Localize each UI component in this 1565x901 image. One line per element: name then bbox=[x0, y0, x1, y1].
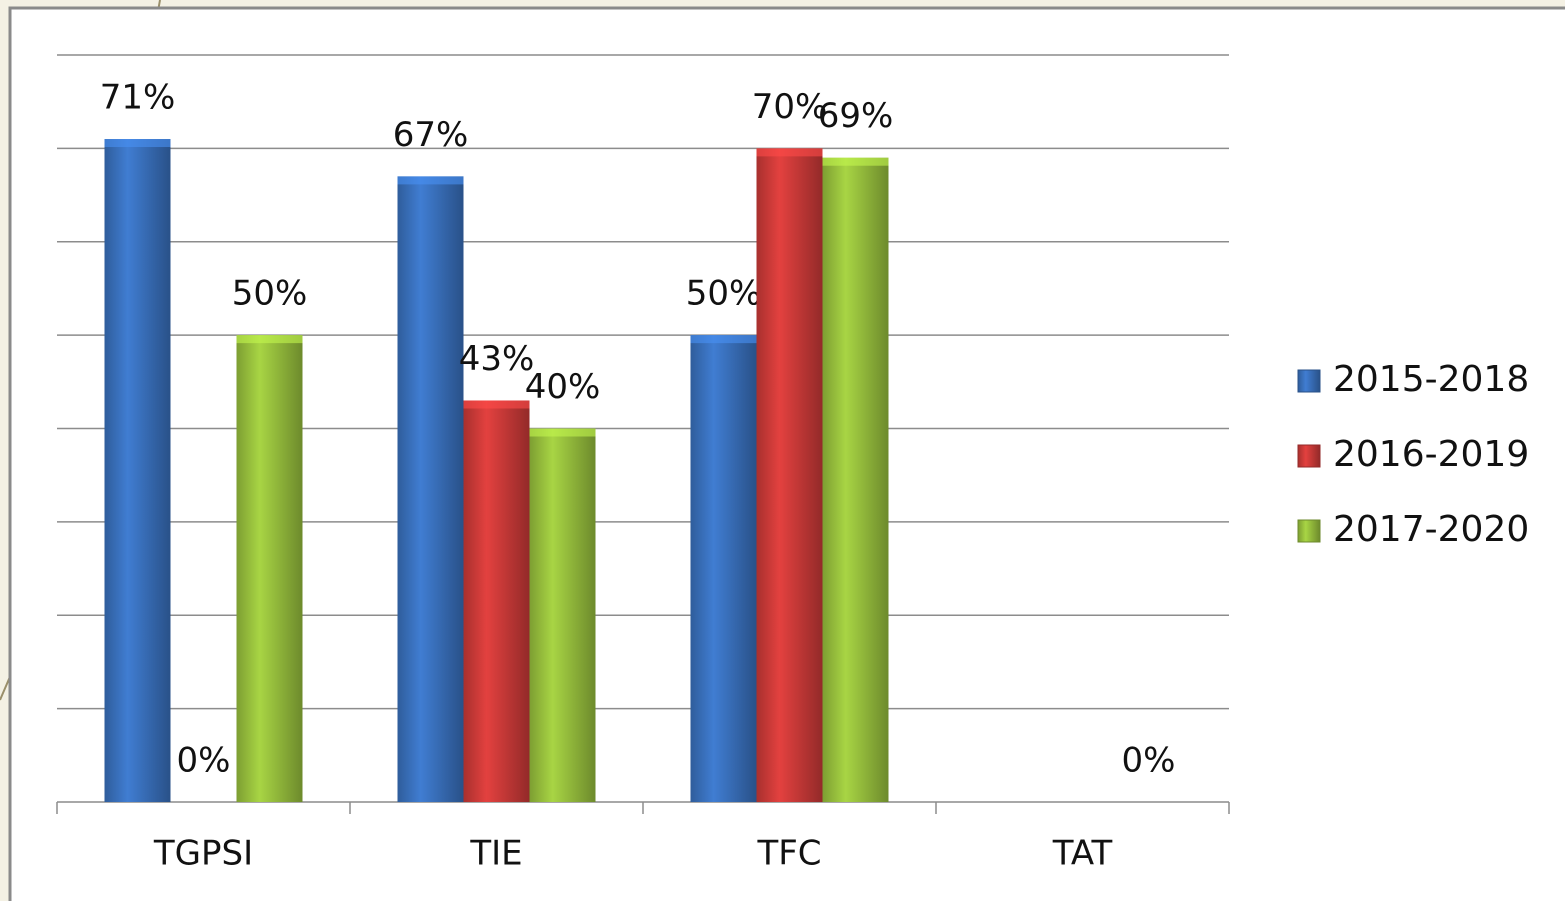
bar-cap bbox=[822, 157, 889, 166]
bar bbox=[529, 428, 596, 802]
x-tick-label: TIE bbox=[469, 834, 522, 874]
bar bbox=[104, 139, 171, 803]
bar bbox=[822, 157, 889, 802]
legend-label: 2016-2019 bbox=[1333, 434, 1529, 475]
x-tick-label: TFC bbox=[756, 834, 821, 874]
data-label: 69% bbox=[818, 96, 894, 136]
data-label: 0% bbox=[177, 741, 231, 781]
data-label: 71% bbox=[100, 78, 176, 118]
bar-cap bbox=[236, 335, 303, 344]
legend-swatch bbox=[1297, 369, 1321, 393]
bar bbox=[236, 335, 303, 802]
data-label: 50% bbox=[686, 274, 762, 314]
legend-swatch bbox=[1297, 519, 1321, 543]
bar-cap bbox=[756, 148, 823, 157]
bar-cap bbox=[463, 400, 530, 409]
legend: 2015-2018 2016-2019 2017-2020 bbox=[1297, 359, 1529, 550]
data-label: 67% bbox=[393, 115, 469, 155]
bar bbox=[397, 176, 464, 802]
legend-swatch bbox=[1297, 444, 1321, 468]
data-label: 40% bbox=[525, 367, 601, 407]
x-tick-label: TGPSI bbox=[153, 834, 253, 874]
bar bbox=[690, 335, 757, 802]
data-label: 50% bbox=[232, 274, 308, 314]
legend-label: 2017-2020 bbox=[1333, 509, 1529, 550]
data-label: 43% bbox=[459, 339, 535, 379]
data-label: 0% bbox=[1122, 741, 1176, 781]
x-tick-label: TAT bbox=[1052, 834, 1113, 874]
bar bbox=[756, 148, 823, 802]
bar bbox=[463, 400, 530, 802]
bar-cap bbox=[690, 335, 757, 344]
legend-label: 2015-2018 bbox=[1333, 359, 1529, 400]
bar-cap bbox=[397, 176, 464, 185]
bar-cap bbox=[104, 139, 171, 148]
bar-cap bbox=[529, 428, 596, 437]
data-label: 70% bbox=[752, 87, 828, 127]
